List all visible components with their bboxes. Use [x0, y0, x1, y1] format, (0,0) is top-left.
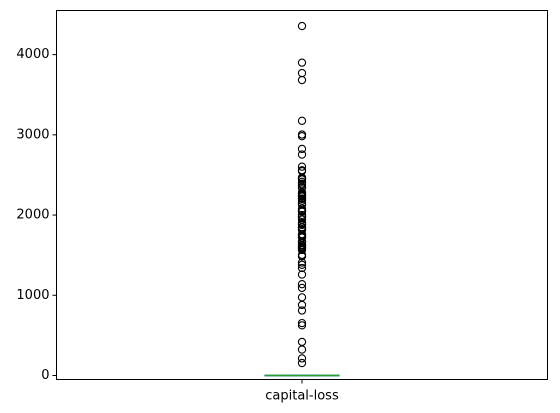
outlier-point [297, 68, 307, 78]
outlier-point [297, 293, 307, 302]
outlier-point [297, 337, 307, 347]
outlier-point [297, 358, 307, 368]
outlier-point [297, 270, 307, 279]
outlier-point [297, 354, 307, 363]
outlier-point [297, 116, 307, 125]
outlier-point [297, 144, 307, 154]
outlier-point [297, 306, 307, 315]
outlier-layer [297, 21, 307, 368]
outlier-point [297, 215, 307, 224]
x-axis: capital-loss [265, 379, 339, 404]
outlier-point [297, 321, 307, 330]
y-tick-label: 0 [41, 368, 49, 383]
y-tick-label: 2000 [16, 208, 49, 223]
outlier-point [297, 218, 307, 228]
outlier-point [297, 166, 307, 175]
outlier-point [297, 318, 307, 328]
outlier-point [297, 150, 307, 159]
outlier-point [297, 280, 307, 289]
outlier-point [297, 283, 307, 293]
outlier-point [297, 210, 307, 220]
y-tick-label: 3000 [16, 127, 49, 142]
outlier-point [297, 21, 307, 31]
outlier-point [297, 177, 307, 186]
outlier-point [297, 204, 307, 213]
y-tick-label: 1000 [16, 288, 49, 303]
y-axis: 0 1000 2000 3000 4000 [16, 47, 57, 383]
outlier-point [297, 162, 307, 171]
y-tick-label: 4000 [16, 47, 49, 62]
x-tick-label: capital-loss [265, 389, 339, 404]
outlier-point [297, 260, 307, 269]
outlier-point [297, 130, 307, 139]
outlier-point [297, 263, 307, 273]
box-layer [264, 374, 340, 377]
outlier-point [297, 58, 307, 67]
